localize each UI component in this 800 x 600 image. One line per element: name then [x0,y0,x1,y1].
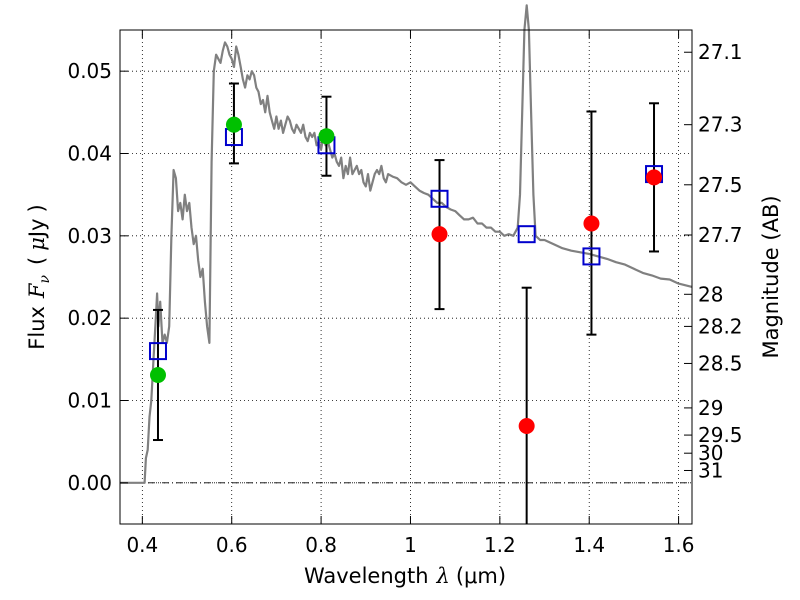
model-square [148,342,167,361]
nondetection-point [646,169,663,186]
nondetection-point [431,226,448,243]
mag-tick-label: 27.1 [698,40,743,64]
y-tick-label: 0.01 [67,389,112,413]
mag-tick-label: 29.5 [698,423,743,447]
mag-tick-label: 27.5 [698,173,743,197]
x-tick-label: 1.4 [573,533,605,557]
y-tick-label: 0.03 [67,224,112,248]
detection-point [318,128,335,145]
x-tick-label: 0.8 [305,533,337,557]
y-tick-label: 0.00 [67,471,112,495]
mag-tick-label: 28.2 [698,314,743,338]
mag-tick-label: 28.5 [698,351,743,375]
y-tick-label: 0.02 [67,306,112,330]
mag-tick-label: 27.7 [698,223,743,247]
nondetection-point [583,215,600,232]
ticks: 0.4 0.6 0.8 1 1.2 1.4 1.6 0.00 0.01 0.02 0.03 0.04 0… [67,30,743,557]
y-tick-label: 0.04 [67,142,112,166]
mag-tick-label: 30 [698,441,723,465]
model-square [582,247,601,266]
marker-layer [148,82,664,524]
x-tick-label: 1.2 [484,533,516,557]
detection-point [149,366,166,383]
mag-tick-label: 29 [698,396,723,420]
x-tick-label: 1 [404,533,417,557]
mag-tick-label: 27.3 [698,113,743,137]
detection-point [225,116,242,133]
y-tick-label: 0.05 [67,59,112,83]
x-axis-label: Wavelength λ (μm) [304,564,506,588]
plot-frame [119,29,693,525]
y-axis-label: FluxFν(μJy) [25,204,53,349]
model-square [517,225,536,244]
nondetection-point [518,418,535,435]
y2-axis-label: Magnitude (AB) [759,195,783,358]
x-tick-label: 0.4 [126,533,158,557]
model-square [430,189,449,208]
x-tick-label: 1.6 [663,533,695,557]
mag-tick-label: 31 [698,458,723,482]
mag-tick-label: 28 [698,282,723,306]
x-tick-label: 0.6 [216,533,248,557]
